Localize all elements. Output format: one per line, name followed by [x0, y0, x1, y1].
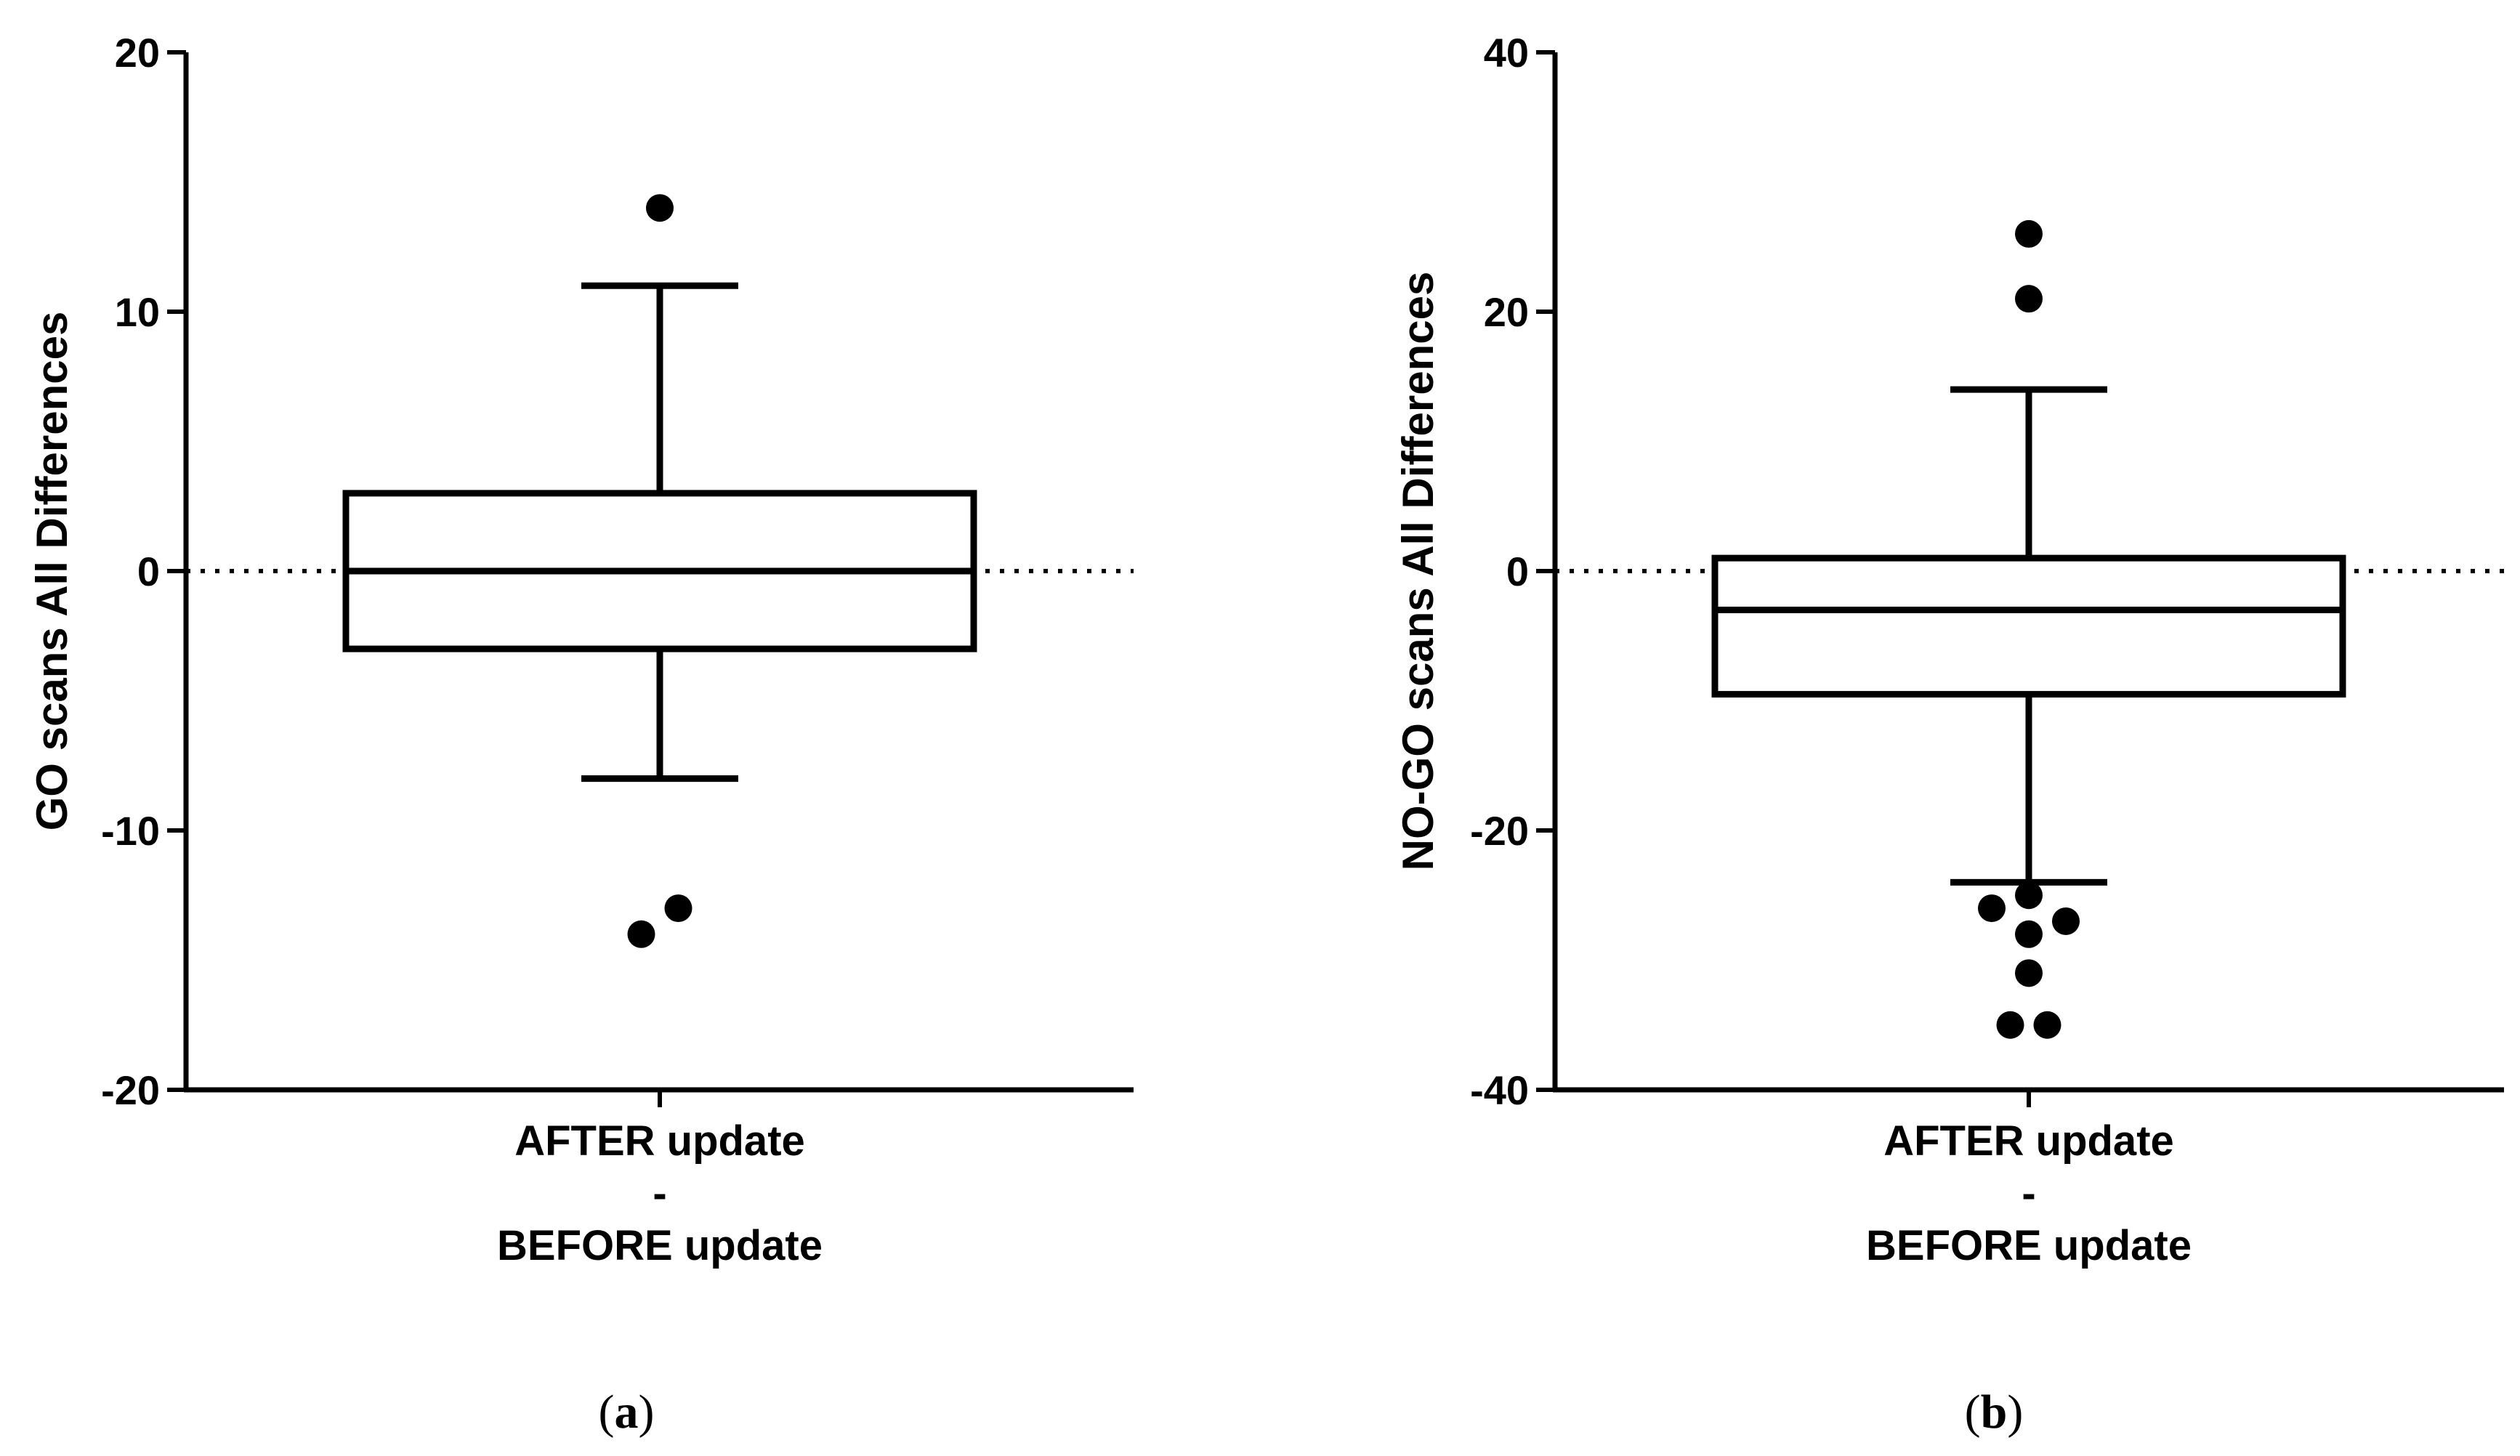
panel-b: 40 20 0 -20 -40 AFTER update - BEFORE update… — [1394, 30, 2504, 1439]
category-label-line-3: BEFORE update — [1866, 1222, 2192, 1269]
category-label-line-2: - — [2022, 1170, 2035, 1217]
box-plot — [342, 282, 977, 782]
outlier-point — [627, 920, 655, 948]
category-label-line-1: AFTER update — [514, 1117, 805, 1165]
panel-label: (a) — [599, 1386, 655, 1439]
y-tick-label: -10 — [101, 808, 160, 854]
outlier-points — [1978, 219, 2080, 1039]
y-tick-label: 40 — [1484, 30, 1529, 76]
y-axis-title: GO scans All Differences — [28, 312, 76, 831]
y-tick-marks — [167, 50, 186, 1092]
y-tick-label: 20 — [1484, 289, 1529, 335]
panel-label: (b) — [1965, 1386, 2024, 1439]
outlier-point — [2015, 285, 2043, 313]
y-tick-marks — [1536, 50, 1555, 1092]
outlier-point — [2015, 219, 2043, 248]
outlier-point — [2015, 959, 2043, 987]
outlier-point — [2033, 1011, 2061, 1039]
y-tick-label: -40 — [1470, 1067, 1529, 1113]
y-tick-labels: 40 20 0 -20 -40 — [1470, 30, 1529, 1113]
interquartile-box — [1711, 554, 2346, 698]
outlier-point — [1996, 1011, 2024, 1039]
y-tick-label: 20 — [115, 30, 160, 76]
y-axis-title: NO-GO scans All Differences — [1394, 272, 1442, 871]
outlier-point — [1978, 894, 2006, 923]
y-tick-label: 0 — [137, 549, 160, 594]
y-tick-label: -20 — [101, 1067, 160, 1113]
category-label-line-2: - — [653, 1170, 666, 1217]
outlier-point — [2015, 920, 2043, 948]
category-label-line-3: BEFORE update — [497, 1222, 823, 1269]
outlier-point — [664, 894, 692, 923]
y-tick-label: 10 — [115, 289, 160, 335]
outlier-point — [2052, 907, 2080, 935]
outlier-point — [2015, 881, 2043, 910]
y-tick-label: 0 — [1506, 549, 1529, 594]
panel-a: 20 10 0 -10 -20 AFTER update - BEFORE update… — [28, 30, 1134, 1439]
outlier-point — [646, 194, 674, 222]
category-label-line-1: AFTER update — [1883, 1117, 2174, 1165]
y-tick-labels: 20 10 0 -10 -20 — [101, 30, 160, 1113]
box-plot — [1711, 386, 2346, 886]
y-tick-label: -20 — [1470, 808, 1529, 854]
outlier-points — [627, 194, 692, 948]
